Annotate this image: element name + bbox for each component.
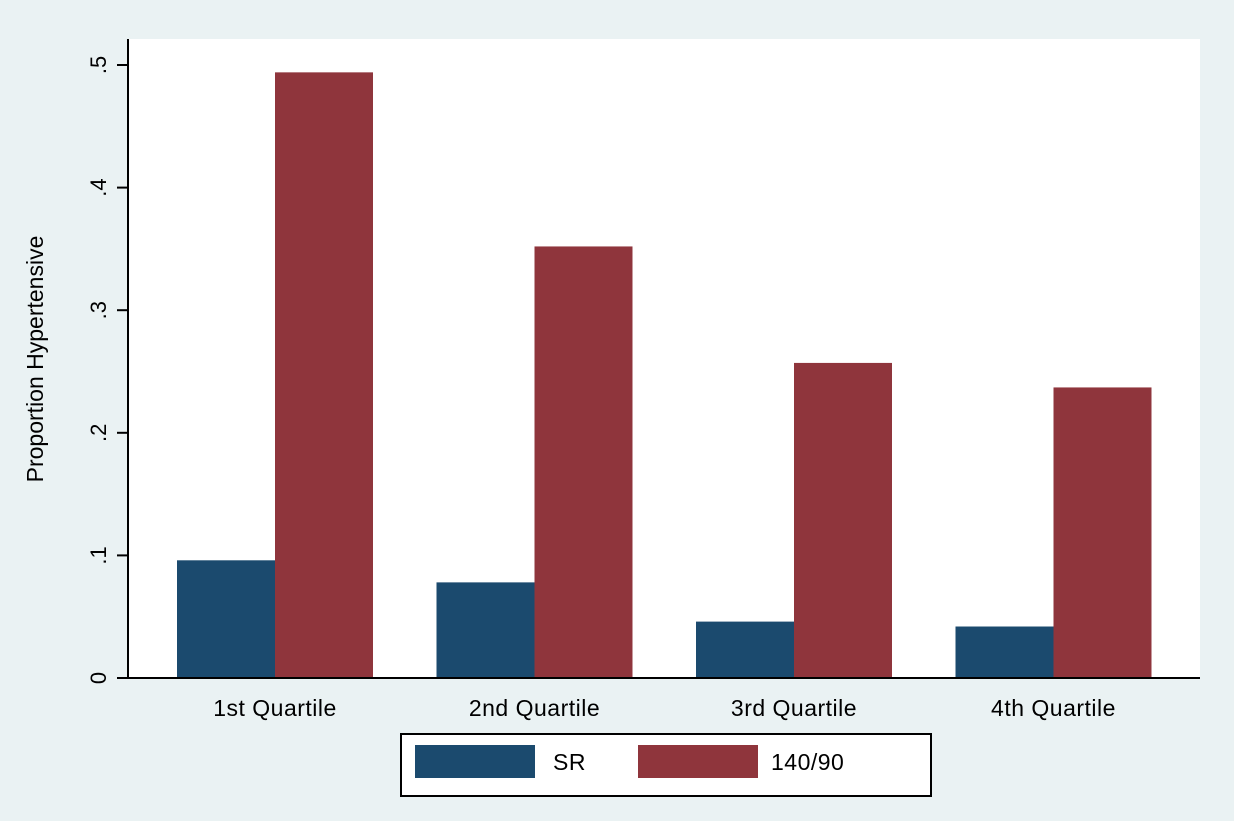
legend-items: SR 140/90 [415,745,844,778]
x-tick-label: 3rd Quartile [731,695,857,721]
y-tick-label: .3 [86,301,111,319]
bar-sr-3 [696,621,794,678]
bars [177,72,1152,678]
legend-label: SR [553,749,586,775]
bar-140-90-1 [275,72,373,678]
legend-swatch [638,745,758,778]
bar-sr-2 [436,582,535,678]
y-tick-label: 0 [86,672,111,684]
y-ticks: 0 .1 .2 .3 .4 .5 [86,56,128,684]
y-tick-label: .1 [86,546,111,564]
legend: SR 140/90 [400,733,932,797]
axes [127,39,1200,679]
y-tick-label: .5 [86,56,111,74]
x-tick-labels: 1st Quartile 2nd Quartile 3rd Quartile 4th … [213,695,1116,721]
legend-label: 140/90 [771,749,844,775]
x-tick-label: 1st Quartile [213,695,337,721]
y-tick-label: .2 [86,424,111,442]
bar-140-90-4 [1053,387,1152,678]
bar-140-90-3 [794,362,892,678]
bar-sr-4 [955,626,1054,678]
bar-sr-1 [177,560,275,678]
x-tick-label: 2nd Quartile [469,695,600,721]
bar-140-90-2 [534,246,633,678]
y-axis-title: Proportion Hypertensive [22,236,48,483]
x-tick-label: 4th Quartile [991,695,1116,721]
y-tick-label: .4 [86,178,111,196]
legend-swatch [415,745,535,778]
